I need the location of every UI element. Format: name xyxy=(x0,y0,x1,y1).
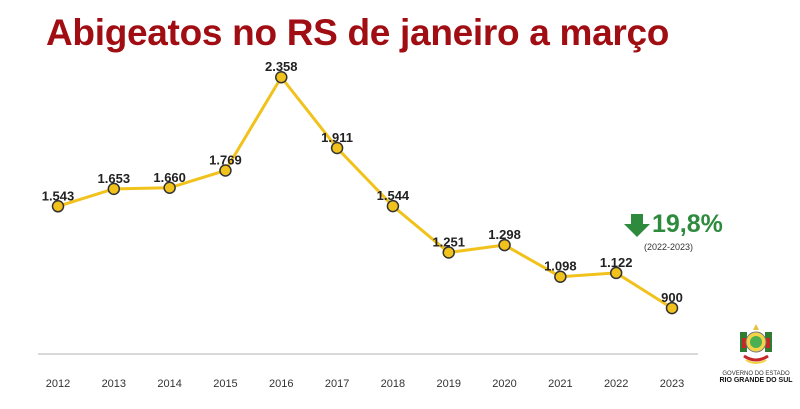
x-tick-2022: 2022 xyxy=(604,378,628,390)
data-label-2012: 1.543 xyxy=(42,188,75,203)
x-tick-2023: 2023 xyxy=(660,378,684,390)
logo-line2: RIO GRANDE DO SUL xyxy=(719,377,793,384)
data-label-2020: 1.298 xyxy=(488,227,521,242)
x-tick-2018: 2018 xyxy=(381,378,405,390)
data-point-2021 xyxy=(554,270,567,283)
data-point-2017 xyxy=(330,141,344,155)
data-label-2019: 1.251 xyxy=(432,235,465,250)
data-label-2023: 900 xyxy=(661,290,683,305)
data-point-2014 xyxy=(163,181,176,194)
change-period: (2022-2023) xyxy=(644,242,694,252)
x-tick-2012: 2012 xyxy=(46,378,70,390)
change-value: 19,8% xyxy=(652,210,723,238)
data-point-2013 xyxy=(107,182,121,196)
x-tick-2021: 2021 xyxy=(548,378,572,390)
data-point-2015 xyxy=(219,164,232,177)
arrow-down-icon xyxy=(624,214,650,237)
chart-title: Abigeatos no RS de janeiro a março xyxy=(46,12,670,53)
data-point-2012 xyxy=(51,200,65,213)
data-point-2022 xyxy=(609,266,623,280)
data-point-2020 xyxy=(498,238,511,252)
x-tick-2014: 2014 xyxy=(157,378,181,390)
x-tick-2020: 2020 xyxy=(492,378,516,390)
logo-line1: GOVERNO DO ESTADO xyxy=(722,371,790,377)
data-label-2014: 1.660 xyxy=(153,170,186,185)
data-label-2021: 1.098 xyxy=(544,259,577,274)
series-line xyxy=(57,74,673,310)
data-point-2019 xyxy=(442,246,455,259)
data-label-2017: 1.911 xyxy=(321,130,353,145)
data-label-2013: 1.653 xyxy=(98,171,131,186)
data-point-2018 xyxy=(386,199,400,213)
coat-of-arms-icon xyxy=(740,324,772,364)
x-tick-2013: 2013 xyxy=(102,378,126,390)
data-label-2022: 1.122 xyxy=(600,255,633,270)
data-point-2016 xyxy=(275,70,288,84)
data-point-2023 xyxy=(665,301,679,315)
data-label-2018: 1.544 xyxy=(377,188,410,203)
x-tick-2016: 2016 xyxy=(269,378,293,390)
x-tick-2017: 2017 xyxy=(325,378,349,390)
rs-government-logo: GOVERNO DO ESTADO RIO GRANDE DO SUL xyxy=(716,324,796,384)
x-tick-2019: 2019 xyxy=(436,378,460,390)
x-tick-2015: 2015 xyxy=(213,378,237,390)
data-label-2016: 2.358 xyxy=(265,59,298,74)
data-label-2015: 1.769 xyxy=(209,152,242,167)
